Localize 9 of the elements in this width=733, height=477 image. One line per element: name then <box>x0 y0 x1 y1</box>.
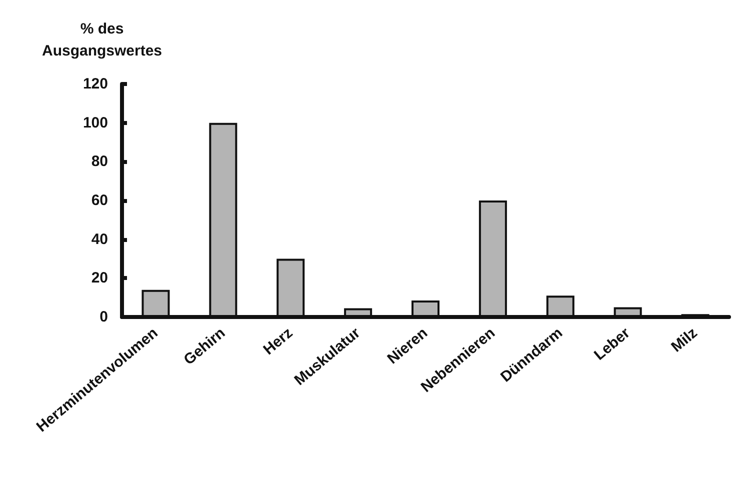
x-tick-label: Milz <box>668 324 701 356</box>
y-tick-label: 120 <box>82 76 108 92</box>
y-axis-title: % des Ausgangswertes <box>42 20 162 60</box>
y-tick-label: 40 <box>91 230 108 248</box>
y-tick-label: 20 <box>91 270 108 287</box>
y-tick-label: 0 <box>100 308 108 326</box>
y-tick-label: 60 <box>91 192 108 209</box>
y-tick-label: 100 <box>82 114 108 132</box>
y-tick-label: 80 <box>91 153 108 170</box>
